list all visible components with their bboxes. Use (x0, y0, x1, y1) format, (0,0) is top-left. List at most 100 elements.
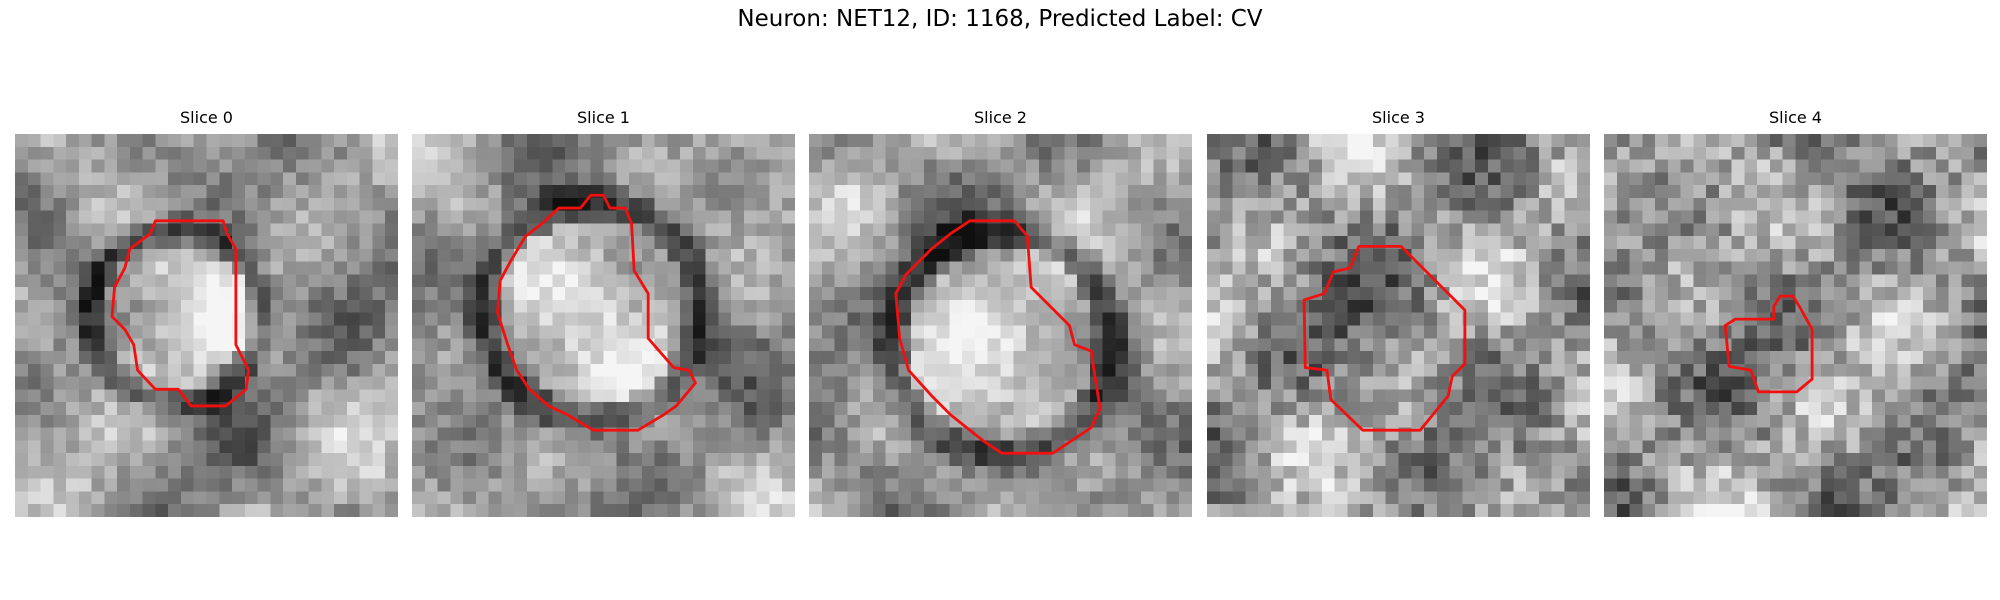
pixel (1207, 185, 1221, 199)
pixel (1667, 197, 1682, 212)
pixel (872, 504, 887, 517)
pixel (1526, 146, 1540, 161)
pixel (1166, 465, 1180, 480)
pixel (1296, 274, 1310, 288)
pixel (782, 261, 795, 275)
pixel (1923, 236, 1937, 250)
pixel (1140, 440, 1155, 454)
pixel (1321, 223, 1336, 237)
pixel (1500, 440, 1514, 454)
pixel (834, 465, 848, 480)
pixel (667, 159, 681, 173)
pixel (809, 363, 823, 378)
pixel (437, 376, 451, 390)
pixel (1051, 504, 1065, 517)
pixel (1449, 197, 1463, 212)
pixel (1258, 299, 1272, 314)
pixel (603, 185, 617, 199)
pixel (898, 491, 912, 505)
pixel (692, 363, 707, 378)
pixel (66, 427, 80, 441)
pixel (244, 338, 259, 352)
pixel (1166, 274, 1180, 288)
pixel (1833, 159, 1848, 173)
pixel (1398, 210, 1412, 224)
pixel (1680, 376, 1694, 390)
pixel (1642, 478, 1656, 492)
pixel (1038, 134, 1053, 148)
pixel (526, 351, 541, 365)
pixel (53, 223, 67, 237)
pixel (1974, 172, 1987, 186)
pixel (949, 210, 963, 224)
pixel (1026, 504, 1040, 517)
pixel (244, 159, 259, 173)
pixel (1833, 146, 1848, 161)
pixel (1334, 159, 1348, 173)
pixel (1513, 389, 1527, 403)
pixel (244, 185, 259, 199)
pixel (1910, 287, 1924, 301)
pixel (526, 197, 541, 212)
pixel (526, 478, 541, 492)
pixel (1604, 338, 1618, 352)
pixel (1232, 363, 1246, 378)
pixel (911, 236, 925, 250)
pixel (705, 478, 719, 492)
pixel (1859, 248, 1873, 263)
pixel (1500, 287, 1514, 301)
pixel (501, 223, 515, 237)
pixel (1706, 159, 1720, 173)
pixel (731, 402, 745, 416)
pixel (1283, 197, 1297, 212)
pixel (1051, 172, 1065, 186)
pixel (809, 287, 823, 301)
pixel (756, 363, 770, 378)
pixel (91, 465, 105, 480)
pixel (590, 134, 605, 148)
pixel (180, 197, 195, 212)
pixel (78, 414, 93, 429)
pixel (27, 338, 42, 352)
pixel (1000, 134, 1014, 148)
pixel (565, 248, 579, 263)
pixel (654, 287, 668, 301)
pixel (1513, 325, 1527, 339)
pixel (1526, 427, 1540, 441)
pixel (91, 197, 105, 212)
pixel (1487, 236, 1502, 250)
pixel (539, 134, 553, 148)
pixel (1334, 274, 1348, 288)
pixel (321, 146, 335, 161)
pixel (1948, 465, 1962, 480)
pixel (577, 185, 592, 199)
pixel (1667, 427, 1682, 441)
pixel (616, 325, 630, 339)
pixel (1283, 134, 1297, 148)
pixel (987, 134, 1002, 148)
pixel (718, 338, 732, 352)
pixel (1000, 402, 1014, 416)
pixel (821, 299, 836, 314)
pixel (1372, 440, 1387, 454)
pixel (1360, 376, 1374, 390)
pixel (898, 197, 912, 212)
pixel (1140, 376, 1155, 390)
pixel (1821, 351, 1835, 365)
pixel (1923, 440, 1937, 454)
pixel (1795, 248, 1809, 263)
pixel (577, 172, 592, 186)
pixel (1179, 414, 1192, 429)
pixel (1207, 338, 1221, 352)
pixel (1026, 185, 1040, 199)
pixel (1026, 312, 1040, 327)
pixel (180, 236, 195, 250)
pixel (1360, 453, 1374, 467)
pixel (1475, 465, 1489, 480)
pixel (501, 440, 515, 454)
pixel (616, 172, 630, 186)
pixel (168, 427, 182, 441)
pixel (1372, 325, 1387, 339)
pixel (936, 210, 950, 224)
pixel (1102, 389, 1116, 403)
